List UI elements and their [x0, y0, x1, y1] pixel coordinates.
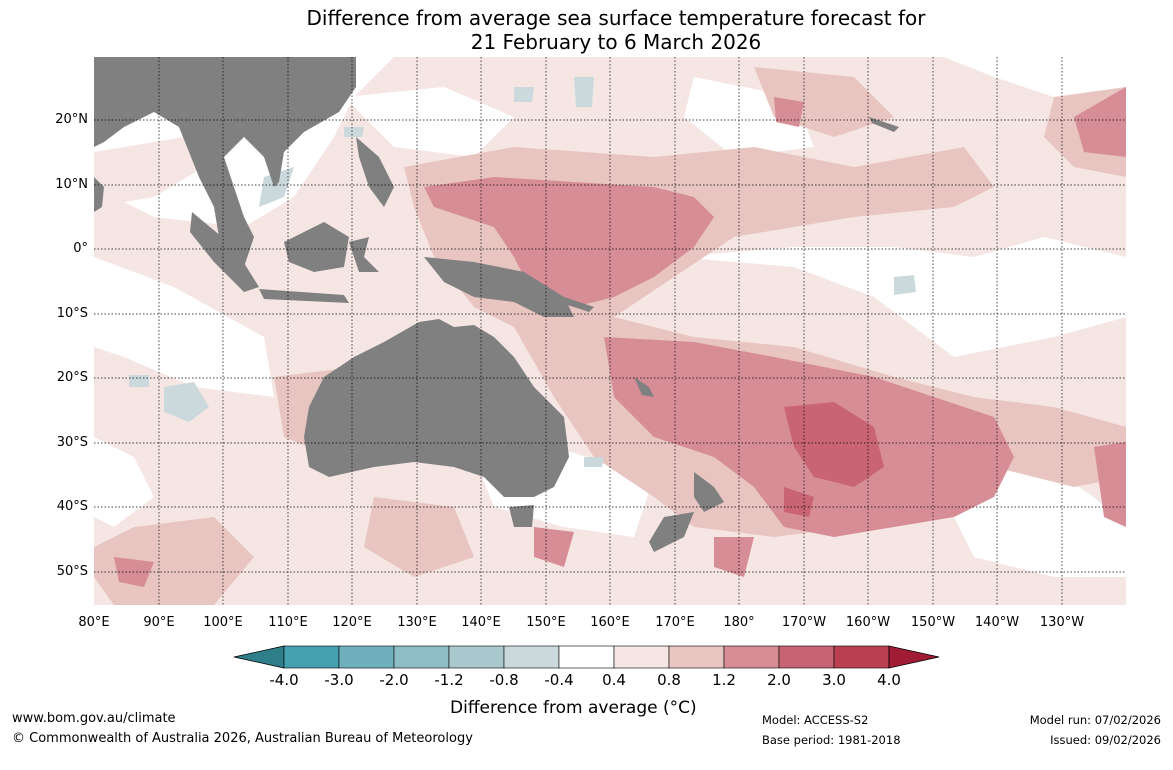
map-canvas [94, 57, 1126, 605]
graticule [94, 57, 1126, 605]
lon-label-110e: 110°E [268, 615, 308, 630]
landmass-tasmania [509, 505, 534, 527]
lat-label-0: 0° [73, 241, 88, 256]
colour-bar-high-arrow [888, 645, 940, 669]
lon-label-160e: 160°E [590, 615, 630, 630]
lon-label-80e: 80°E [78, 615, 110, 630]
legend-tick: -2.0 [379, 671, 409, 689]
legend-tick: 2.0 [767, 671, 791, 689]
lat-label-30s: 30°S [56, 435, 88, 450]
landmass-australia [304, 319, 569, 497]
legend-tick: -3.0 [324, 671, 354, 689]
lon-label-120e: 120°E [332, 615, 372, 630]
lat-label-50s: 50°S [56, 564, 88, 579]
anomaly-layer-2.0-3.0 [784, 402, 884, 517]
lat-label-20n: 20°N [55, 112, 88, 127]
landmass-new-guinea [424, 257, 574, 317]
lon-label-160w: 160°W [845, 615, 891, 630]
title-line-2: 21 February to 6 March 2026 [470, 30, 762, 54]
landmass-new-caledonia [634, 377, 654, 397]
landmass-solomons [562, 297, 594, 312]
legend-tick: 1.2 [712, 671, 736, 689]
anomaly-layer-near-zero [94, 77, 1126, 577]
colour-bar-segment [448, 645, 505, 669]
legend-tick: 0.8 [657, 671, 681, 689]
lat-label-40s: 40°S [56, 499, 88, 514]
lon-label-100e: 100°E [203, 615, 243, 630]
landmass-philippines [356, 137, 394, 207]
legend-tick: 0.4 [602, 671, 626, 689]
landmass-borneo [284, 222, 349, 272]
lat-label-20s: 20°S [56, 370, 88, 385]
title-line-1: Difference from average sea surface temp… [306, 6, 926, 30]
lon-label-180: 180° [723, 615, 755, 630]
landmass-sumatra [190, 212, 259, 292]
legend-tick: 4.0 [877, 671, 901, 689]
landmass-sulawesi [349, 237, 379, 272]
colour-bar-segment [668, 645, 725, 669]
colour-bar-segment [613, 645, 670, 669]
legend-title: Difference from average (°C) [450, 698, 697, 718]
landmass-new-zealand-south [649, 512, 694, 552]
colour-bar-segment [778, 645, 835, 669]
colour-bar-segment [393, 645, 450, 669]
colour-bar-segment [558, 645, 615, 669]
lon-label-150e: 150°E [526, 615, 566, 630]
lon-label-140w: 140°W [974, 615, 1020, 630]
land-masses [94, 57, 899, 552]
legend-tick: -0.8 [489, 671, 519, 689]
lon-label-150w: 150°W [910, 615, 956, 630]
landmass-java [259, 289, 349, 303]
map-title: Difference from average sea surface temp… [0, 6, 1173, 54]
lat-label-10s: 10°S [56, 306, 88, 321]
legend-tick: -1.2 [434, 671, 464, 689]
colour-bar-segment [723, 645, 780, 669]
colour-bar-low-arrow [233, 645, 285, 669]
landmass-hawaii [869, 117, 899, 132]
landmass-asia [94, 57, 356, 227]
lon-label-170e: 170°E [655, 615, 695, 630]
colour-bar [233, 645, 940, 669]
lon-label-130w: 130°W [1039, 615, 1085, 630]
footer-issued: Issued: 09/02/2026 [1050, 733, 1161, 747]
landmass-new-zealand-north [694, 472, 724, 512]
legend-tick: -4.0 [269, 671, 299, 689]
lat-label-10n: 10°N [55, 177, 88, 192]
legend-tick: 3.0 [822, 671, 846, 689]
legend-tick: -0.4 [544, 671, 574, 689]
footer-copyright: © Commonwealth of Australia 2026, Austra… [12, 731, 473, 746]
landmass-indochina [214, 207, 254, 267]
landmass-americas-edge [94, 177, 104, 212]
colour-bar-segment [503, 645, 560, 669]
footer-url[interactable]: www.bom.gov.au/climate [12, 711, 176, 726]
colour-bar-segment [283, 645, 340, 669]
footer-model-run: Model run: 07/02/2026 [1029, 713, 1161, 727]
colour-bar-segment [338, 645, 395, 669]
colour-bar-segment [833, 645, 890, 669]
lon-label-140e: 140°E [461, 615, 501, 630]
footer-base-period: Base period: 1981-2018 [762, 733, 901, 747]
lon-label-130e: 130°E [397, 615, 437, 630]
lon-label-90e: 90°E [143, 615, 175, 630]
sst-anomaly-map [94, 57, 1126, 605]
lon-label-170w: 170°W [781, 615, 827, 630]
footer-model: Model: ACCESS-S2 [762, 713, 869, 727]
